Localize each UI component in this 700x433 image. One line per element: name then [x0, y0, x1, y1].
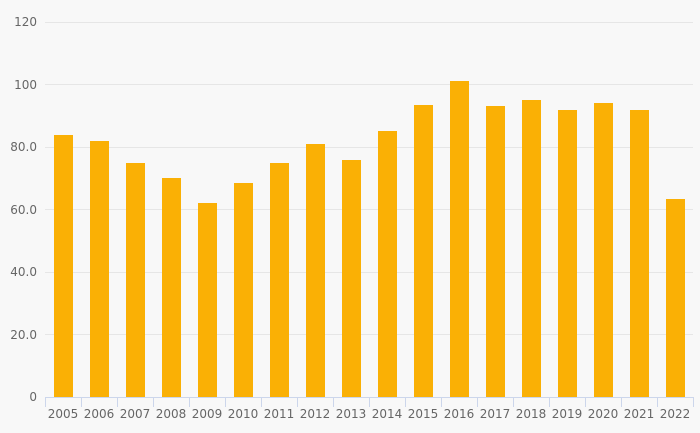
gridline: [45, 209, 693, 210]
y-axis-label: 20.0: [10, 327, 37, 342]
x-axis-label: 2012: [299, 407, 331, 421]
x-axis-label: 2019: [551, 407, 583, 421]
bar: [629, 109, 649, 397]
x-axis-label: 2010: [227, 407, 259, 421]
bar: [521, 100, 541, 397]
x-axis-label: 2009: [191, 407, 223, 421]
x-tick: [188, 398, 190, 407]
x-tick: [368, 398, 370, 407]
x-tick: [296, 398, 298, 407]
gridline: [45, 271, 693, 273]
bar: [377, 131, 397, 397]
bar: [53, 134, 73, 397]
bar: [305, 143, 325, 397]
gridline: [45, 84, 693, 85]
bar: [485, 106, 505, 397]
gridline: [45, 21, 693, 23]
x-axis-label: 2014: [371, 407, 403, 421]
x-axis-label: 2022: [659, 407, 691, 421]
gridline: [45, 146, 693, 148]
x-tick: [440, 398, 442, 407]
x-axis-label: 2011: [263, 407, 295, 421]
x-tick: [656, 398, 658, 407]
x-axis-label: 2017: [479, 407, 511, 421]
bar: [413, 104, 433, 397]
y-axis-label: 120: [14, 15, 37, 29]
x-axis-label: 2007: [119, 407, 151, 421]
x-axis-label: 2015: [407, 407, 439, 421]
x-tick: [260, 398, 262, 407]
x-axis-label: 2021: [623, 407, 655, 421]
x-tick: [224, 398, 226, 407]
x-axis-label: 2016: [443, 407, 475, 421]
plot-area: [44, 21, 694, 407]
bar: [557, 109, 577, 397]
bar: [593, 103, 613, 397]
x-tick: [476, 398, 478, 407]
bar: [269, 162, 289, 397]
gridline: [45, 334, 693, 335]
bar: [449, 81, 469, 397]
x-tick: [692, 398, 694, 407]
y-axis-label: 60.0: [10, 202, 37, 217]
y-axis-label: 0: [29, 390, 37, 404]
x-tick: [584, 398, 586, 407]
y-axis-label: 40.0: [10, 265, 37, 279]
x-axis-label: 2020: [587, 407, 619, 421]
bar: [665, 198, 685, 397]
y-axis-label: 80.0: [10, 140, 37, 154]
x-tick: [80, 398, 82, 407]
x-tick: [152, 398, 154, 407]
x-tick: [404, 398, 406, 407]
bar: [233, 182, 253, 397]
x-axis-label: 2006: [83, 407, 115, 421]
x-tick: [512, 398, 514, 407]
x-axis-label: 2013: [335, 407, 367, 421]
x-axis-line: [45, 397, 694, 398]
x-axis-label: 2008: [155, 407, 187, 421]
x-axis-label: 2018: [515, 407, 547, 421]
bar: [125, 162, 145, 397]
x-tick: [620, 398, 622, 407]
x-tick: [332, 398, 334, 407]
bar: [161, 178, 181, 397]
x-tick: [44, 398, 46, 407]
x-axis-label: 2005: [47, 407, 79, 421]
bar: [341, 159, 361, 397]
x-tick: [116, 398, 118, 407]
x-tick: [548, 398, 550, 407]
bar: [197, 203, 217, 397]
y-axis-label: 100: [14, 77, 37, 92]
bar: [89, 140, 109, 397]
